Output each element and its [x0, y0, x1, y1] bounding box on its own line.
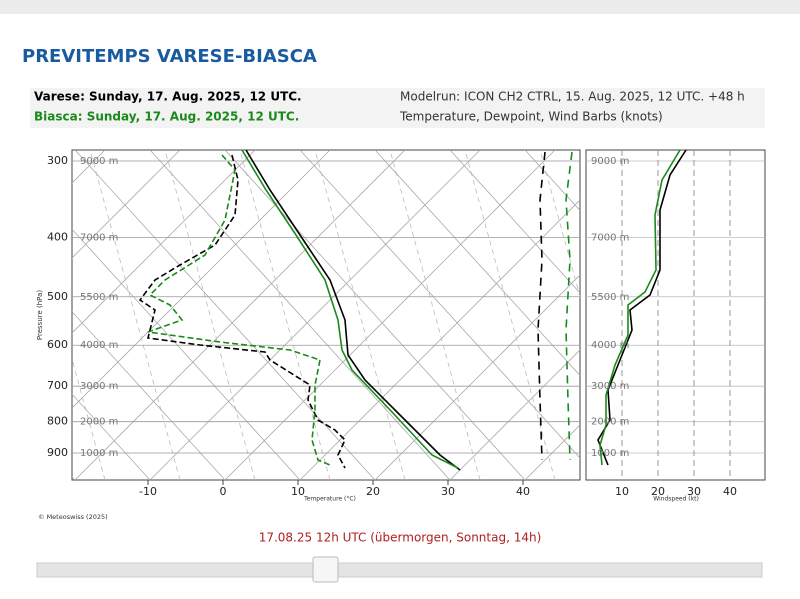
dew-biasca [147, 154, 331, 466]
temp-tick-label: 20 [366, 485, 380, 498]
pressure-tick: 700 [47, 379, 68, 392]
adiabat [524, 150, 580, 212]
grid [0, 150, 800, 485]
height-label: 3000 m [80, 381, 118, 392]
isotherm [374, 274, 580, 480]
height-label: 3000 m [591, 381, 629, 392]
height-label: 1000 m [80, 448, 118, 459]
content: Temperature, Dewpoint, Wind Barbs (knots… [399, 110, 663, 124]
station2: Biasca: Sunday, 17. Aug. 2025, 12 UTC. [34, 110, 299, 124]
moist [765, 150, 800, 480]
pressure-tick: 500 [47, 290, 68, 303]
wind-tick-label: 30 [687, 485, 701, 498]
pressure-tick: 400 [47, 230, 68, 243]
slider-handle[interactable] [312, 556, 339, 583]
temp-tick-label: 40 [516, 485, 530, 498]
height-label: 2000 m [591, 417, 629, 428]
adiabat [72, 311, 226, 480]
adiabat [72, 228, 301, 480]
height-label: 9000 m [80, 156, 118, 167]
temp-tick-label: 0 [220, 485, 227, 498]
height-label: 7000 m [80, 232, 118, 243]
moist [239, 150, 331, 480]
moist [0, 150, 30, 480]
temperature-label: Temperature (°C) [303, 496, 356, 503]
height-label: 5500 m [80, 292, 118, 303]
adiabat [224, 150, 526, 480]
height-label: 4000 m [80, 340, 118, 351]
slider-track[interactable] [36, 562, 763, 578]
isotherm [449, 349, 580, 480]
title: PREVITEMPS VARESE-BIASCA [22, 46, 317, 67]
moist [389, 150, 481, 480]
height-label: 1000 m [591, 448, 629, 459]
info-box [30, 88, 765, 128]
height-label: 7000 m [591, 232, 629, 243]
skewt: Pressure (hPa) Temperature (°C) Windspee… [0, 149, 800, 521]
adiabat [74, 150, 376, 480]
height-label: 9000 m [591, 156, 629, 167]
modelrun: Modelrun: ICON CH2 CTRL, 15. Aug. 2025, … [400, 90, 745, 104]
height-label: 5500 m [591, 292, 629, 303]
isotherm [0, 150, 30, 480]
moist [89, 150, 181, 480]
dew-varese [138, 154, 346, 469]
caption: 17.08.25 12h UTC (übermorgen, Sonntag, 1… [259, 531, 542, 545]
station1: Varese: Sunday, 17. Aug. 2025, 12 UTC. [34, 90, 302, 104]
wind-varese [597, 149, 687, 466]
wind-tick-label: 10 [615, 485, 629, 498]
adiabat [374, 150, 580, 377]
adiabat [149, 150, 451, 480]
adiabat [299, 150, 580, 459]
height-label: 2000 m [80, 417, 118, 428]
copyright: © Meteoswiss (2025) [38, 513, 108, 521]
pressure-tick: 300 [47, 154, 68, 167]
temp-tick-label: 30 [441, 485, 455, 498]
wind-label: Windspeed (kt) [653, 496, 699, 503]
wind-frame [585, 149, 766, 481]
moist [164, 150, 256, 480]
temp-biasca [241, 149, 459, 469]
height-label: 4000 m [591, 340, 629, 351]
pressure-label: Pressure (hPa) [36, 290, 44, 340]
pressure-tick: 600 [47, 338, 68, 351]
wind-biasca [599, 149, 681, 466]
pressure-tick: 800 [47, 415, 68, 428]
barbs-biasca [565, 151, 573, 461]
temp-tick-label: -10 [139, 485, 157, 498]
wind-tick-label: 40 [723, 485, 737, 498]
temp-varese [245, 149, 461, 471]
wind-tick-label: 20 [651, 485, 665, 498]
pressure-tick: 900 [47, 446, 68, 459]
plot-frame [71, 149, 581, 481]
skew-lines [0, 150, 800, 480]
moist [72, 357, 106, 480]
moist [464, 150, 556, 480]
adiabat [72, 393, 151, 480]
temp-tick-label: 10 [291, 485, 305, 498]
barbs-varese [537, 151, 546, 461]
top-bar [0, 0, 800, 14]
moist [314, 150, 406, 480]
adiabat [449, 150, 580, 294]
curves [138, 149, 687, 471]
